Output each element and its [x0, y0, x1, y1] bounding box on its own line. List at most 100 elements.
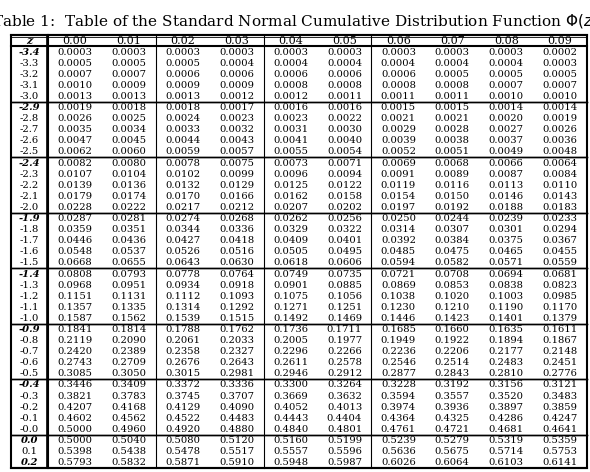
Text: 0.02: 0.02 — [171, 36, 195, 46]
Text: Table 1:  Table of the Standard Normal Cumulative Distribution Function $\Phi(z): Table 1: Table of the Standard Normal Cu… — [0, 12, 590, 30]
Text: 0.0630: 0.0630 — [219, 258, 254, 268]
Text: 0.2912: 0.2912 — [327, 370, 362, 379]
Text: 0.2148: 0.2148 — [542, 347, 578, 356]
Text: -1.5: -1.5 — [19, 258, 39, 268]
Text: 0.0268: 0.0268 — [219, 214, 254, 223]
Text: 0.2090: 0.2090 — [112, 336, 146, 345]
Text: 0.0307: 0.0307 — [435, 225, 470, 234]
Text: 0.1210: 0.1210 — [435, 303, 470, 312]
Text: 0.0009: 0.0009 — [219, 81, 254, 90]
Text: 0.0485: 0.0485 — [381, 247, 416, 256]
Text: 0.0262: 0.0262 — [273, 214, 308, 223]
Text: 0.0078: 0.0078 — [165, 159, 201, 168]
Text: 0.1131: 0.1131 — [112, 292, 147, 301]
Text: 0.0084: 0.0084 — [543, 169, 578, 178]
Text: 0.0166: 0.0166 — [219, 192, 254, 201]
Text: 0.0018: 0.0018 — [165, 103, 201, 112]
Text: -1.4: -1.4 — [18, 270, 40, 278]
Text: 0.0064: 0.0064 — [543, 159, 578, 168]
Text: 0.5359: 0.5359 — [543, 436, 578, 445]
Text: 0.1814: 0.1814 — [112, 325, 147, 334]
Text: 0.0222: 0.0222 — [112, 203, 146, 212]
Text: 0.3409: 0.3409 — [112, 380, 146, 389]
Text: 0.0526: 0.0526 — [165, 247, 200, 256]
Text: 0.5398: 0.5398 — [58, 447, 93, 456]
Text: -1.6: -1.6 — [19, 247, 39, 256]
Text: 0.0606: 0.0606 — [327, 258, 362, 268]
Text: 0.2266: 0.2266 — [327, 347, 362, 356]
Text: 0.1020: 0.1020 — [435, 292, 470, 301]
Text: 0.3228: 0.3228 — [381, 380, 416, 389]
Text: 0.3520: 0.3520 — [489, 392, 524, 401]
Text: 0.0080: 0.0080 — [112, 159, 146, 168]
Text: 0.0212: 0.0212 — [219, 203, 254, 212]
Text: 0.2005: 0.2005 — [273, 336, 308, 345]
Text: 0.1736: 0.1736 — [273, 325, 308, 334]
Text: 0.0025: 0.0025 — [112, 114, 146, 123]
Text: 0.4641: 0.4641 — [542, 425, 578, 434]
Text: 0.2611: 0.2611 — [273, 358, 308, 367]
Text: 0.0495: 0.0495 — [327, 247, 362, 256]
Text: 0.0505: 0.0505 — [273, 247, 308, 256]
Text: 0.0010: 0.0010 — [543, 92, 578, 101]
Text: 0.0008: 0.0008 — [381, 81, 416, 90]
Text: -0.1: -0.1 — [19, 414, 39, 423]
Text: 0.0026: 0.0026 — [58, 114, 93, 123]
Text: 0.1492: 0.1492 — [273, 314, 308, 323]
Text: 0.0618: 0.0618 — [273, 258, 308, 268]
Text: 0.0170: 0.0170 — [165, 192, 201, 201]
Text: -2.7: -2.7 — [19, 125, 39, 134]
Text: 0.0003: 0.0003 — [543, 59, 578, 67]
Text: 0.09: 0.09 — [548, 36, 572, 46]
Text: 0.1190: 0.1190 — [489, 303, 524, 312]
Text: 0.1075: 0.1075 — [273, 292, 308, 301]
Text: 0.1379: 0.1379 — [543, 314, 578, 323]
Text: 0.1112: 0.1112 — [165, 292, 201, 301]
Text: 0.1515: 0.1515 — [219, 314, 254, 323]
Text: 0.0096: 0.0096 — [273, 169, 308, 178]
Text: 0.0016: 0.0016 — [273, 103, 308, 112]
Text: 0.0968: 0.0968 — [58, 281, 93, 290]
Text: 0.0049: 0.0049 — [489, 147, 524, 156]
Text: 0.1170: 0.1170 — [542, 303, 578, 312]
Text: 0.0004: 0.0004 — [327, 59, 362, 67]
Text: 0.0239: 0.0239 — [489, 214, 524, 223]
Text: 0.0301: 0.0301 — [489, 225, 524, 234]
Text: 0.0055: 0.0055 — [273, 147, 308, 156]
Text: 0.0314: 0.0314 — [381, 225, 416, 234]
Text: 0.2709: 0.2709 — [112, 358, 146, 367]
Text: 0.1685: 0.1685 — [381, 325, 416, 334]
Text: 0.1469: 0.1469 — [327, 314, 362, 323]
Text: 0.0668: 0.0668 — [58, 258, 93, 268]
Text: 0.0188: 0.0188 — [489, 203, 524, 212]
Text: 0.5478: 0.5478 — [165, 447, 201, 456]
Text: 0.2514: 0.2514 — [435, 358, 470, 367]
Text: 0.1446: 0.1446 — [381, 314, 416, 323]
Text: 0.0034: 0.0034 — [112, 125, 146, 134]
Text: 0.0351: 0.0351 — [112, 225, 146, 234]
Text: 0.0287: 0.0287 — [58, 214, 93, 223]
Text: -3.0: -3.0 — [19, 92, 39, 101]
Text: 0.0102: 0.0102 — [165, 169, 201, 178]
Text: 0.0040: 0.0040 — [327, 136, 362, 145]
Text: 0.0764: 0.0764 — [219, 270, 254, 278]
Text: 0.0853: 0.0853 — [435, 281, 470, 290]
Text: 0.3085: 0.3085 — [58, 370, 93, 379]
Text: 0.0003: 0.0003 — [327, 48, 362, 57]
Text: 0.5160: 0.5160 — [273, 436, 308, 445]
Text: 0.0427: 0.0427 — [165, 236, 201, 245]
Text: 0.5948: 0.5948 — [273, 458, 308, 467]
Text: 0.0384: 0.0384 — [435, 236, 470, 245]
Text: -2.6: -2.6 — [20, 136, 39, 145]
Text: -0.9: -0.9 — [18, 325, 40, 334]
Text: 0.0158: 0.0158 — [327, 192, 362, 201]
Text: 0.0005: 0.0005 — [58, 59, 93, 67]
Text: 0.0735: 0.0735 — [327, 270, 362, 278]
Text: 0.0003: 0.0003 — [381, 48, 416, 57]
Text: 0.0113: 0.0113 — [489, 181, 524, 190]
Text: 0.0197: 0.0197 — [381, 203, 416, 212]
Text: 0.0035: 0.0035 — [58, 125, 93, 134]
Text: 0.5080: 0.5080 — [165, 436, 201, 445]
Text: 0.1867: 0.1867 — [543, 336, 578, 345]
Text: 0.0033: 0.0033 — [165, 125, 201, 134]
